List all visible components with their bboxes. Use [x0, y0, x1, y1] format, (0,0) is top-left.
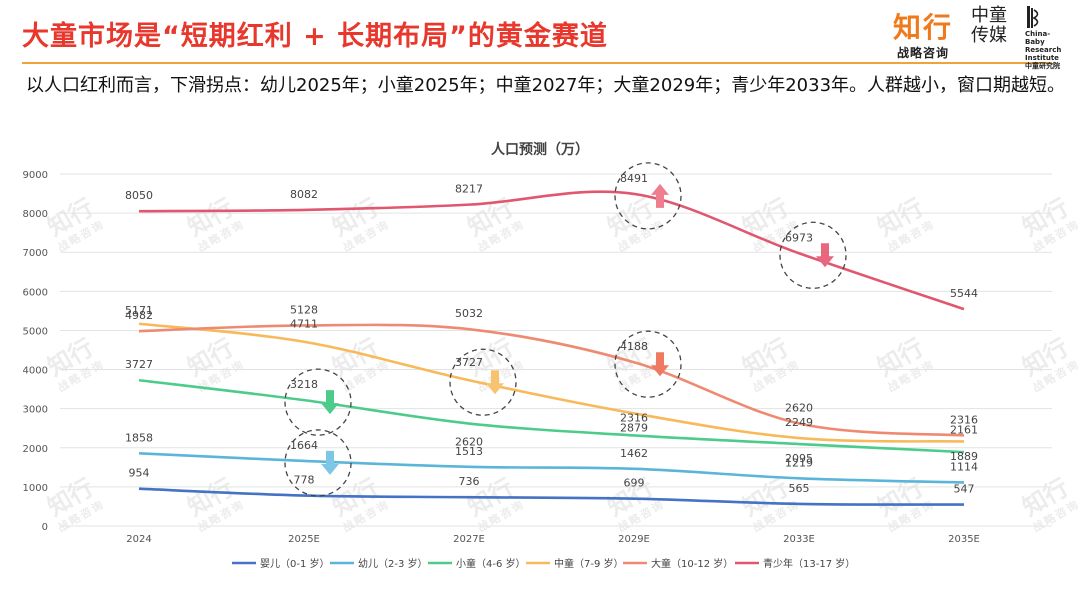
- data-label: 8050: [125, 189, 153, 202]
- y-tick-label: 5000: [23, 326, 48, 337]
- data-label: 4711: [290, 318, 318, 331]
- y-tick-label: 6000: [23, 287, 48, 298]
- arrow-down-icon: [816, 243, 834, 268]
- series-line-2: [138, 378, 965, 454]
- data-label: 8082: [290, 188, 318, 201]
- annotation-circle: [779, 221, 847, 289]
- data-label: 6973: [785, 231, 813, 244]
- annotation-circle: [284, 368, 352, 436]
- data-label: 4188: [620, 340, 648, 353]
- y-tick-label: 2000: [23, 444, 48, 455]
- y-tick-label: 7000: [23, 248, 48, 259]
- arrow-up-icon: [651, 183, 669, 208]
- partner-logo-icon: [1027, 6, 1039, 28]
- x-tick-label: 2024: [126, 534, 151, 545]
- legend-label: 幼儿（2-3 岁）: [358, 557, 428, 570]
- data-label: 547: [954, 483, 975, 496]
- data-label: 1513: [455, 445, 483, 458]
- y-tick-label: 1000: [23, 483, 48, 494]
- logo-brand-sub: 战略咨询: [897, 46, 950, 60]
- legend-label: 婴儿（0-1 岁）: [260, 557, 330, 570]
- legend-label: 小童（4-6 岁）: [456, 557, 526, 570]
- annotation-circle: [614, 162, 682, 230]
- data-label: 699: [624, 477, 645, 490]
- data-label: 778: [294, 474, 315, 487]
- data-label: 2316: [950, 413, 978, 426]
- legend-label: 青少年（13-17 岁）: [763, 557, 855, 570]
- data-label: 2879: [620, 421, 648, 434]
- y-tick-label: 9000: [23, 170, 48, 181]
- data-label: 5171: [125, 304, 153, 317]
- y-tick-label: 4000: [23, 366, 48, 377]
- logo-partner-en: China-Baby Research Institute 中童研究院: [1025, 30, 1062, 70]
- x-tick-label: 2035E: [948, 534, 980, 545]
- x-tick-label: 2029E: [618, 534, 650, 545]
- population-line-chart: 人口预测（万） 0 1000 2000 3000 4000 5000 6000 7000 8000…: [23, 141, 1052, 570]
- x-tick-label: 2033E: [783, 534, 815, 545]
- data-label: 954: [129, 467, 150, 480]
- x-tick-label: 2025E: [288, 534, 320, 545]
- data-label: 5128: [290, 303, 318, 316]
- brand-logo: 知行 战略咨询 中童传媒 China-Baby Research Institu…: [893, 4, 1063, 71]
- legend-label: 中童（7-9 岁）: [554, 557, 624, 570]
- logo-brand: 知行: [893, 11, 954, 44]
- annotation-circle: [614, 330, 682, 398]
- data-label: 4982: [125, 309, 153, 322]
- x-tick-label: 2027E: [453, 534, 485, 545]
- y-tick-label: 0: [42, 522, 48, 533]
- data-label: 1219: [785, 456, 813, 469]
- data-label: 5032: [455, 307, 483, 320]
- series-line-3: [138, 322, 965, 443]
- data-label: 3727: [125, 358, 153, 371]
- title-divider: [22, 62, 1052, 64]
- series-line-1: [138, 452, 965, 484]
- data-label: 736: [459, 475, 480, 488]
- page-title: 大童市场是“短期红利 + 长期布局”的黄金赛道: [22, 21, 608, 52]
- arrow-down-icon: [321, 390, 339, 415]
- data-label: 1664: [290, 439, 318, 452]
- y-tick-label: 8000: [23, 209, 48, 220]
- data-label: 2620: [455, 436, 483, 449]
- data-label: 2161: [950, 423, 978, 436]
- data-label: 8491: [620, 172, 648, 185]
- series-line-0: [138, 487, 965, 506]
- annotation-circle: [449, 348, 517, 416]
- data-label: 5544: [950, 287, 978, 300]
- series-line-4: [138, 323, 965, 437]
- data-label: 2316: [620, 411, 648, 424]
- arrow-down-icon: [651, 352, 669, 377]
- data-label: 565: [789, 482, 810, 495]
- chart-title: 人口预测（万）: [491, 141, 589, 158]
- data-label: 3727: [455, 356, 483, 369]
- data-label: 1858: [125, 431, 153, 444]
- data-label: 1889: [950, 450, 978, 463]
- y-tick-label: 3000: [23, 405, 48, 416]
- data-label: 1114: [950, 460, 978, 473]
- data-label: 2620: [785, 402, 813, 415]
- logo-partner: 中童传媒: [971, 5, 1007, 46]
- page-subtitle: 以人口红利而言，下滑拐点：幼儿2025年；小童2025年；中童2027年；大童2…: [26, 75, 1066, 96]
- data-label: 2249: [785, 416, 813, 429]
- annotation-circle: [284, 429, 352, 497]
- legend-label: 大童（10-12 岁）: [651, 557, 733, 570]
- arrow-down-icon: [486, 370, 504, 395]
- data-label: 8217: [455, 183, 483, 196]
- data-label: 2095: [785, 452, 813, 465]
- arrow-down-icon: [321, 450, 339, 475]
- data-label: 3218: [290, 378, 318, 391]
- data-label: 1462: [620, 447, 648, 460]
